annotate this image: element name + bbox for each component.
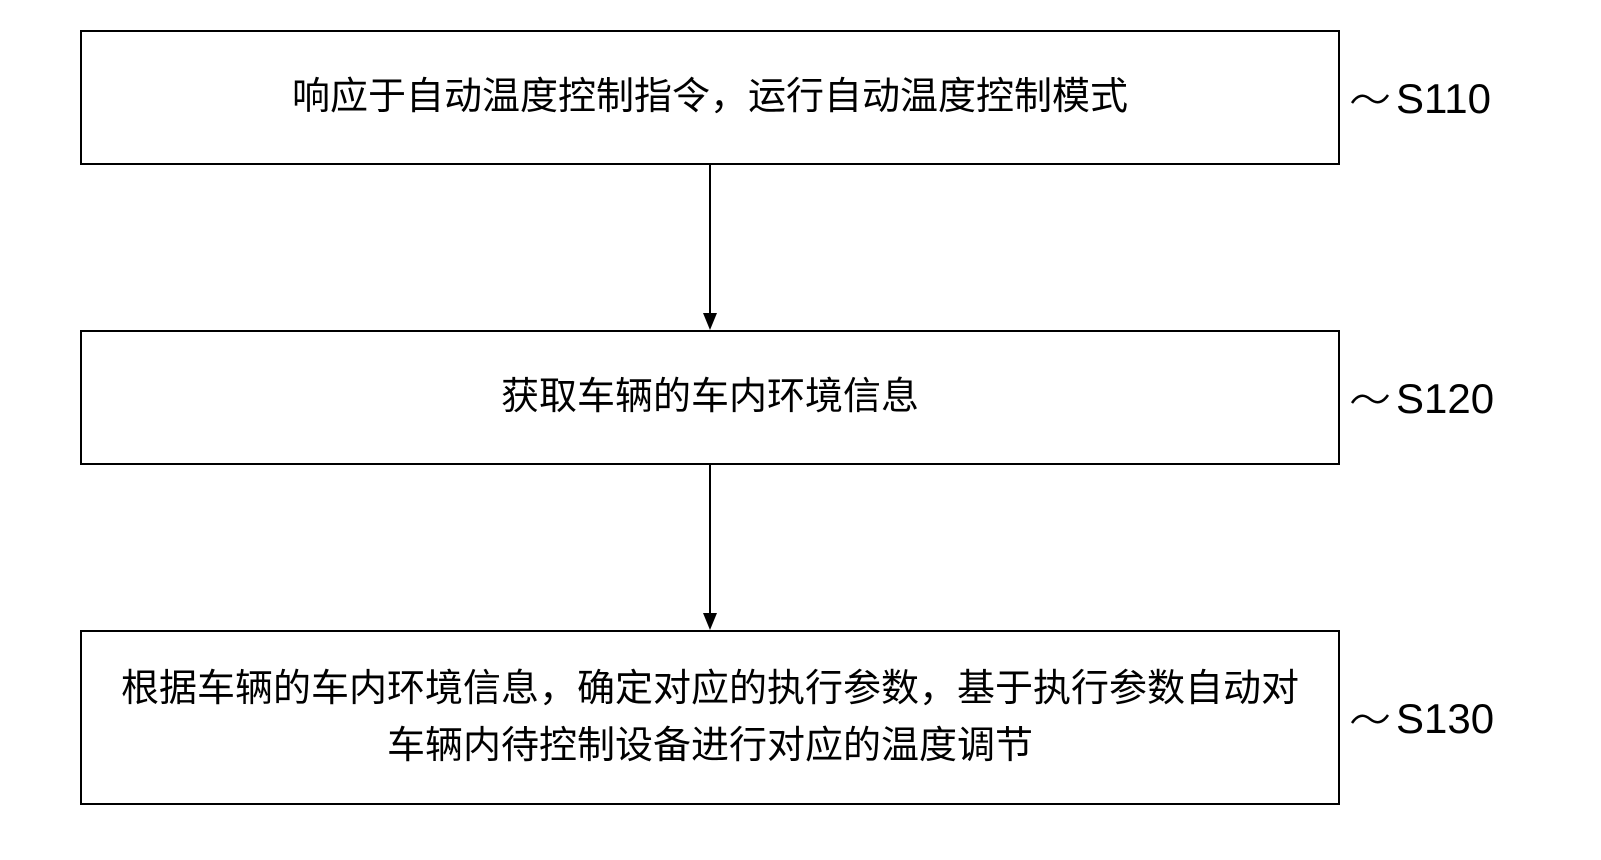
- flowchart-arrow-2: [700, 465, 720, 632]
- flowchart-label-text: S120: [1396, 375, 1494, 423]
- flowchart-canvas: 响应于自动温度控制指令，运行自动温度控制模式 S110 获取车辆的车内环境信息 …: [0, 0, 1601, 860]
- flowchart-node-s130-text: 根据车辆的车内环境信息，确定对应的执行参数，基于执行参数自动对车辆内待控制设备进…: [120, 661, 1300, 775]
- flowchart-arrow-1: [700, 165, 720, 332]
- connector-tilde-icon: [1350, 389, 1390, 409]
- flowchart-node-s110: 响应于自动温度控制指令，运行自动温度控制模式: [80, 30, 1340, 165]
- flowchart-node-s120-text: 获取车辆的车内环境信息: [501, 369, 919, 426]
- flowchart-label-text: S130: [1396, 695, 1494, 743]
- flowchart-node-s120-label: S120: [1350, 375, 1494, 423]
- connector-tilde-icon: [1350, 89, 1390, 109]
- flowchart-node-s130-label: S130: [1350, 695, 1494, 743]
- connector-tilde-icon: [1350, 709, 1390, 729]
- flowchart-node-s110-text: 响应于自动温度控制指令，运行自动温度控制模式: [292, 69, 1128, 126]
- flowchart-node-s130: 根据车辆的车内环境信息，确定对应的执行参数，基于执行参数自动对车辆内待控制设备进…: [80, 630, 1340, 805]
- flowchart-label-text: S110: [1396, 75, 1491, 123]
- flowchart-node-s120: 获取车辆的车内环境信息: [80, 330, 1340, 465]
- flowchart-node-s110-label: S110: [1350, 75, 1491, 123]
